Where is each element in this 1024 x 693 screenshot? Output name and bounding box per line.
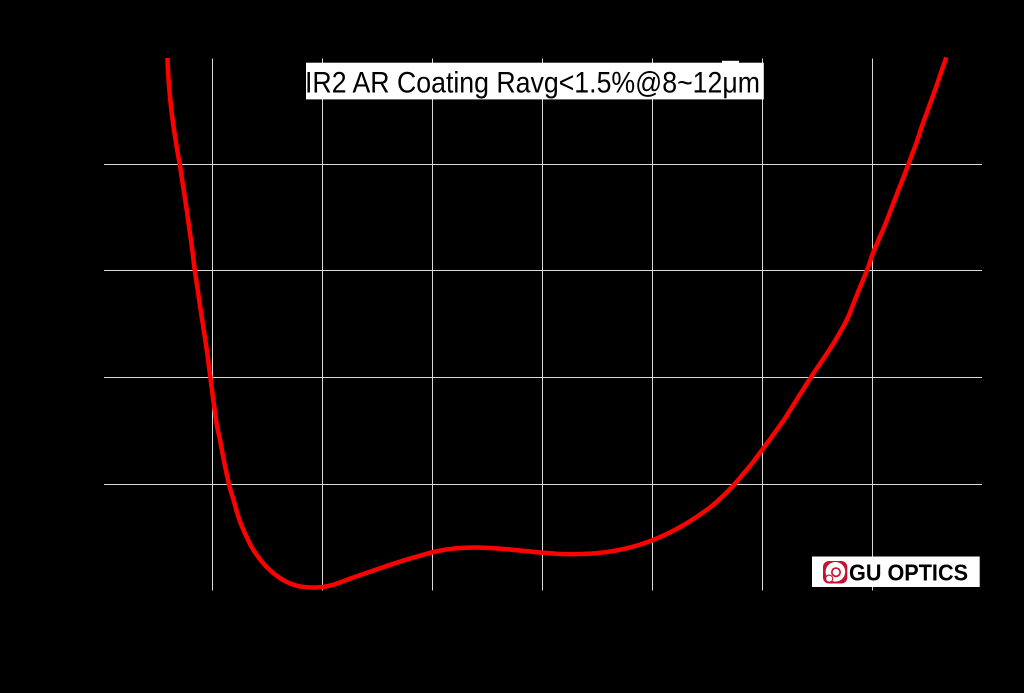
svg-text:IR2 AR Coating Ravg<1.5%@8~12μ: IR2 AR Coating Ravg<1.5%@8~12μm [305,66,760,99]
svg-text:GU OPTICS: GU OPTICS [849,559,968,585]
